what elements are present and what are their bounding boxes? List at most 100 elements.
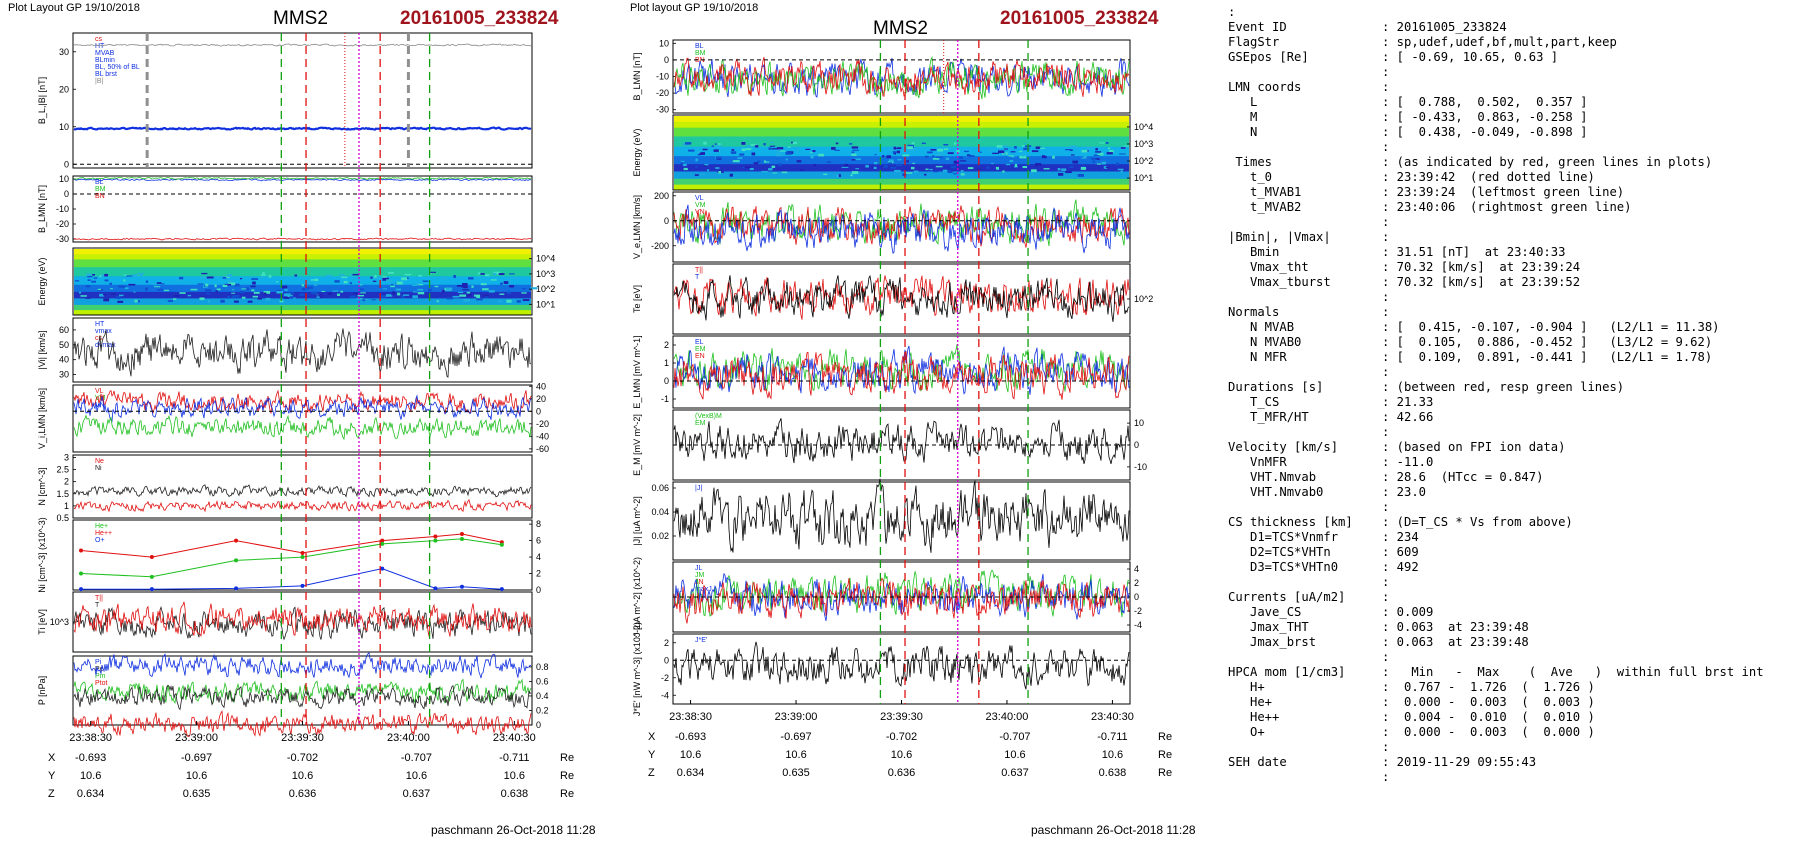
- mid-spec-speck: [1009, 160, 1014, 163]
- left-spec-speck: [125, 275, 133, 277]
- position-row-label: Y: [48, 770, 56, 782]
- series-line: [73, 601, 532, 637]
- mid-spec-speck: [761, 170, 768, 173]
- left-spec-band: [74, 267, 531, 277]
- left-spec-speck: [220, 299, 225, 303]
- left-spec-speck: [370, 276, 373, 279]
- left-spec-speck: [102, 294, 107, 296]
- left-spec-speck: [502, 283, 505, 285]
- left-spec-speck: [374, 275, 377, 278]
- panel-frame: [672, 191, 1131, 263]
- left-spec-speck: [173, 298, 177, 300]
- mid-spec-speck: [1080, 167, 1087, 170]
- left-spec-speck: [206, 276, 214, 279]
- axis-tick-label: -20: [56, 219, 69, 229]
- mid-spec-speck: [958, 156, 963, 160]
- mid-spec-speck: [1065, 171, 1072, 174]
- axis-tick-label: -10: [56, 204, 69, 214]
- left-spec-speck: [311, 291, 318, 295]
- mid-spec-speck: [765, 161, 770, 163]
- mid-spec-speck: [812, 150, 816, 153]
- left-spec-speck: [503, 281, 509, 284]
- position-value: 0.634: [77, 788, 105, 800]
- position-unit: Re: [560, 788, 574, 800]
- time-tick-label: 23:40:30: [1091, 711, 1134, 723]
- position-value: 0.637: [403, 788, 431, 800]
- left-spec-speck: [327, 292, 333, 295]
- legend-entry: Pi: [95, 659, 102, 666]
- summary-value: :: [1382, 365, 1390, 379]
- mid-spec-speck: [873, 162, 878, 165]
- mid-spec-speck: [781, 171, 788, 174]
- panel-ylabel: B_LMN [nT]: [632, 52, 642, 100]
- left-spec-speck: [276, 281, 279, 283]
- position-row-label: Y: [648, 749, 656, 761]
- left-spec-speck: [395, 288, 401, 291]
- left-spec-speck: [326, 274, 332, 277]
- left-spec-speck: [85, 297, 91, 299]
- position-value: 10.6: [680, 749, 701, 761]
- mid-spec-speck: [887, 161, 894, 164]
- position-value: 0.635: [183, 788, 211, 800]
- mid-spec-speck: [892, 151, 896, 154]
- legend-entry: J*E': [695, 637, 707, 644]
- mid-spec-speck: [695, 158, 699, 162]
- mid-spec-speck: [906, 146, 913, 150]
- mid-spec-speck: [1008, 155, 1014, 157]
- summary-key: Currents [uA/m2]: [1228, 590, 1346, 604]
- axis-tick-label: -10: [656, 72, 669, 82]
- mid-spec-speck: [888, 159, 894, 162]
- mid-spec-speck: [937, 148, 944, 152]
- mid-spec-speck: [850, 174, 853, 177]
- mid-spec-speck: [836, 174, 839, 178]
- left-spec-speck: [227, 295, 231, 299]
- summary-value: : 21.33: [1382, 395, 1434, 409]
- left-spec-speck: [359, 284, 363, 286]
- summary-value: :: [1382, 230, 1390, 244]
- summary-value: : 609: [1382, 545, 1419, 559]
- mid-spec-speck: [1022, 145, 1027, 147]
- mid-spec-speck: [905, 172, 913, 174]
- summary-value: :: [1382, 650, 1390, 664]
- left-spec-speck: [205, 289, 212, 292]
- mid-spec-speck: [854, 158, 861, 161]
- summary-line: Velocity [km/s]: (based on FPI ion data): [1228, 440, 1798, 455]
- event-id-mid: 20161005_233824: [1000, 8, 1159, 29]
- mid-spec-speck: [886, 155, 891, 159]
- legend-entry: HT: [95, 321, 105, 328]
- left-spec-speck: [419, 293, 423, 296]
- energy-spectrogram: [74, 249, 538, 315]
- mid-spec-speck: [844, 163, 849, 167]
- legend-entry: BL: [95, 179, 104, 186]
- left-spec-speck: [301, 288, 307, 291]
- axis-tick-label: 0.04: [651, 507, 669, 517]
- summary-value: : (between red, resp green lines): [1382, 380, 1625, 394]
- mid-spec-speck: [1077, 174, 1084, 177]
- summary-value: : [ 0.788, 0.502, 0.357 ]: [1382, 95, 1588, 109]
- summary-line: FlagStr: sp,udef,udef,bf,mult,part,keep: [1228, 35, 1798, 50]
- left-spec-speck: [485, 274, 490, 277]
- position-value: 10.6: [1004, 749, 1025, 761]
- summary-key: M: [1228, 110, 1258, 124]
- left-spec-speck: [343, 280, 348, 284]
- summary-line: :: [1228, 650, 1798, 665]
- left-spec-speck: [473, 294, 481, 297]
- left-spec-band: [74, 276, 531, 286]
- left-spec-speck: [334, 280, 340, 283]
- mid-spec-speck: [936, 154, 943, 157]
- summary-key: He+: [1228, 695, 1273, 709]
- summary-key: D1=TCS*Vnmfr: [1228, 530, 1339, 544]
- mid-spec-speck: [776, 147, 784, 150]
- mid-spec-speck: [911, 142, 915, 145]
- panel-frame: [672, 114, 1131, 191]
- summary-line: :: [1228, 575, 1798, 590]
- mid-chart-stack: B_LMN [nT] 10 0 -10 -20 -30 BL BM BN Energy (eV) 1…: [600, 0, 1220, 800]
- summary-key: Durations [s]: [1228, 380, 1324, 394]
- left-spec-speck: [179, 276, 184, 280]
- summary-value: : 0.767 - 1.726 ( 1.726 ): [1382, 680, 1595, 694]
- mid-spec-speck: [1117, 168, 1124, 171]
- mid-spec-band: [674, 127, 1129, 137]
- panel-frame: [72, 32, 533, 169]
- left-spec-speck: [507, 291, 512, 295]
- mid-spec-speck: [1116, 162, 1119, 166]
